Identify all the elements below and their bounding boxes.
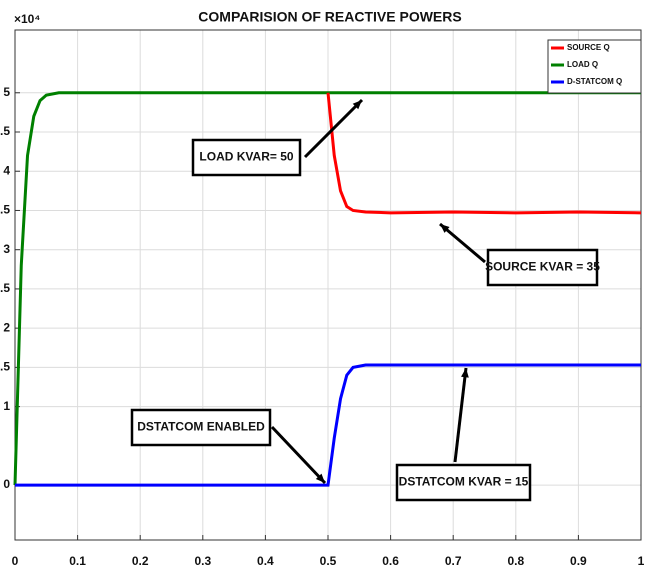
plot-frame <box>14 29 642 541</box>
annotation-box <box>395 463 532 502</box>
arrow-head <box>315 473 325 483</box>
series-line <box>13 91 641 486</box>
x-tick-label: 0.3 <box>194 554 211 568</box>
y-tick-label: 3 <box>3 242 10 256</box>
annotation-text: LOAD KVAR= 50 <box>199 150 293 164</box>
arrow-head <box>461 368 469 378</box>
annotation-box <box>130 408 272 447</box>
annotation-box <box>486 248 599 287</box>
annotation-text: DSTATCOM KVAR = 15 <box>399 475 529 489</box>
y-tick-label: 4.5 <box>0 124 10 138</box>
y-tick-label: 2.5 <box>0 281 10 295</box>
arrow-head <box>440 224 450 233</box>
annotation-text: DSTATCOM ENABLED <box>137 420 265 434</box>
x-tick-label: 0 <box>12 554 19 568</box>
annotation-arrow <box>453 367 468 463</box>
legend-label: SOURCE Q <box>567 43 610 52</box>
y-exponent: ×10⁴ <box>14 12 40 26</box>
y-tick-label: 4 <box>3 163 10 177</box>
series-line <box>326 92 642 215</box>
x-tick-label: 0.4 <box>257 554 274 568</box>
legend-label: LOAD Q <box>567 60 598 69</box>
x-tick-label: 0.5 <box>320 554 337 568</box>
x-tick-label: 0.1 <box>69 554 86 568</box>
annotation-arrow <box>439 222 486 264</box>
y-tick-label: 0 <box>3 477 10 491</box>
x-tick-label: 1 <box>638 554 645 568</box>
x-tick-label: 0.6 <box>382 554 399 568</box>
y-tick-label: 1 <box>3 399 10 413</box>
legend-label: D-STATCOM Q <box>567 77 622 86</box>
arrow-head <box>352 100 362 110</box>
annotation-arrow <box>270 425 327 485</box>
series-line <box>15 363 641 487</box>
y-tick-label: 5 <box>3 85 10 99</box>
x-tick-label: 0.7 <box>445 554 462 568</box>
x-tick-label: 0.2 <box>132 554 149 568</box>
y-tick-label: 2 <box>3 320 10 334</box>
x-tick-label: 0.9 <box>570 554 587 568</box>
x-tick-label: 0.8 <box>507 554 524 568</box>
annotation-arrow <box>303 98 364 159</box>
annotation-box <box>191 138 302 177</box>
y-tick-label: 1.5 <box>0 360 10 374</box>
y-tick-label: 3.5 <box>0 203 10 217</box>
chart-title: COMPARISION OF REACTIVE POWERS <box>198 9 461 25</box>
annotation-text: SOURCE KVAR = 35 <box>485 260 600 274</box>
